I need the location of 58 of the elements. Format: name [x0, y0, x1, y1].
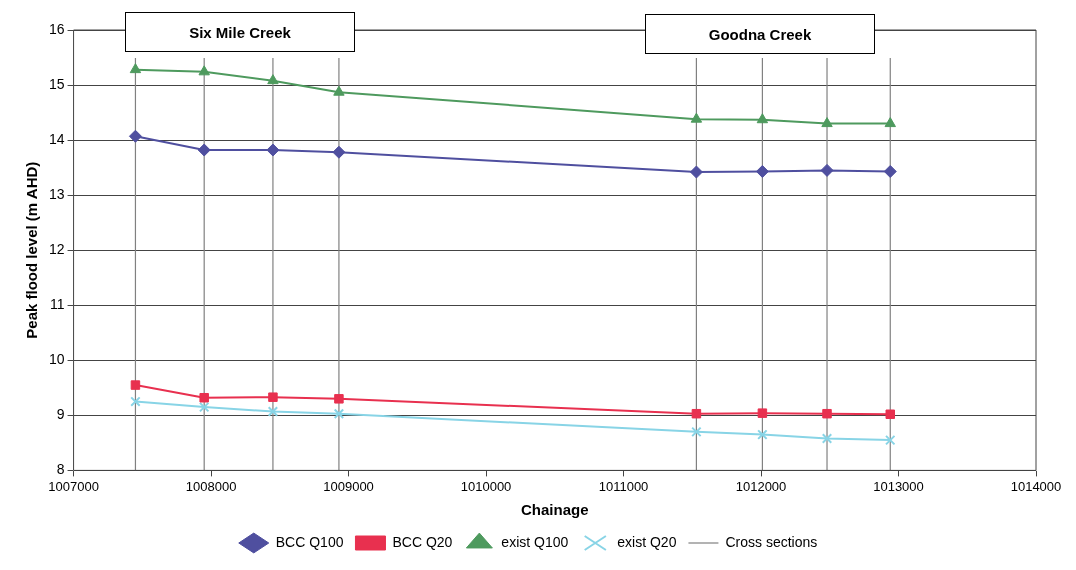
point — [332, 145, 346, 159]
point — [197, 143, 211, 157]
point — [333, 408, 345, 419]
point — [198, 401, 210, 413]
y-tick-label: 13 — [48, 186, 65, 203]
point — [822, 408, 832, 419]
point — [821, 117, 833, 128]
point — [267, 406, 279, 417]
point — [756, 113, 769, 124]
legend-label: BCC Q100 — [275, 533, 344, 550]
x-tick-label: 1012000 — [735, 478, 787, 494]
point — [267, 74, 279, 85]
y-tick-label: 8 — [56, 461, 65, 478]
point — [689, 165, 703, 179]
x-tick-label: 1010000 — [460, 478, 512, 494]
x-tick-label: 1011000 — [598, 478, 649, 494]
point — [130, 396, 141, 407]
callout-box: Six Mile Creek — [125, 12, 355, 52]
x-axis-title: Chainage — [521, 501, 589, 519]
point — [199, 392, 209, 403]
point — [266, 143, 280, 157]
y-axis-title: Peak flood level (m AHD) — [23, 161, 41, 339]
point — [820, 163, 834, 177]
point — [334, 394, 344, 404]
point — [691, 408, 702, 419]
point — [885, 409, 895, 419]
point — [757, 429, 768, 440]
x-tick-label: 1008000 — [185, 478, 237, 494]
y-tick-label: 16 — [48, 20, 65, 37]
point — [757, 408, 768, 418]
point — [691, 426, 702, 438]
y-tick-label: 10 — [48, 351, 65, 368]
point — [883, 164, 897, 178]
point — [755, 164, 769, 178]
x-tick-label: 1009000 — [323, 478, 374, 494]
point — [690, 112, 703, 123]
legend-label: exist Q100 — [501, 533, 569, 550]
y-tick-label: 12 — [48, 241, 65, 258]
y-tick-label: 11 — [50, 296, 65, 313]
point — [268, 392, 278, 402]
point — [821, 433, 833, 444]
legend-label: Cross sections — [725, 533, 818, 550]
point — [333, 85, 345, 96]
x-tick-label: 1013000 — [873, 478, 924, 494]
callout-box: Goodna Creek — [645, 14, 875, 54]
y-tick-label: 15 — [48, 75, 65, 92]
point — [884, 117, 896, 128]
y-tick-label: 9 — [56, 406, 65, 423]
y-tick-label: 14 — [48, 130, 65, 147]
point — [128, 129, 142, 143]
point — [198, 65, 210, 76]
point — [130, 380, 141, 390]
point — [885, 434, 896, 446]
point — [129, 63, 142, 74]
legend-label: exist Q20 — [617, 533, 677, 550]
legend-label: BCC Q20 — [392, 533, 453, 550]
x-tick-label: 1007000 — [48, 478, 99, 494]
x-tick-label: 1014000 — [1010, 478, 1062, 494]
